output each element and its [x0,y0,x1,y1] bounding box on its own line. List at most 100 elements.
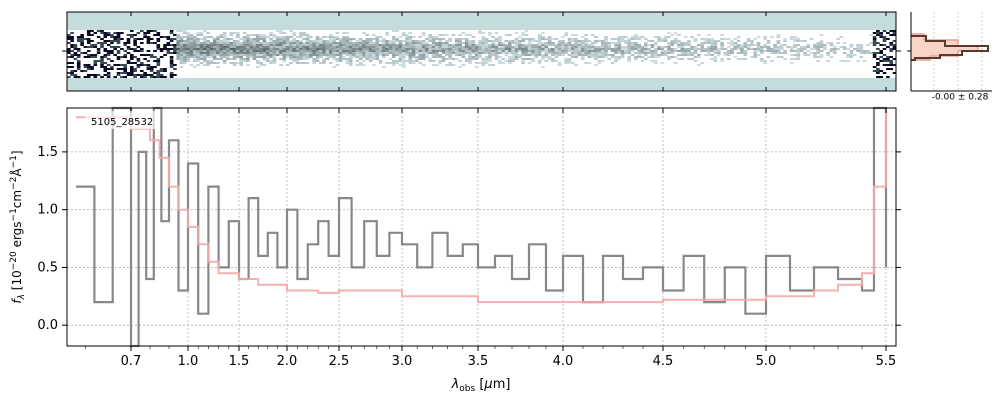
trace-pixel [816,56,821,58]
trace-pixel [494,38,499,40]
trace-pixel [372,46,376,48]
trace-pixel [348,50,353,52]
trace-pixel [803,52,807,54]
trace-pixel [657,36,661,38]
trace-pixel [571,44,575,46]
trace-pixel [862,52,867,54]
trace-pixel [551,44,555,46]
trace-pixel [222,34,227,36]
trace-pixel [123,64,128,66]
trace-pixel [405,36,409,38]
trace-pixel [826,42,831,44]
trace-pixel [750,44,754,46]
trace-pixel [431,52,436,54]
trace-pixel [309,48,313,50]
trace-pixel [524,30,529,32]
y-axis-ticks: 0.00.51.01.5 [37,145,901,333]
trace-pixel [670,42,675,44]
trace-pixel [378,48,383,50]
trace-pixel [222,36,227,38]
spectrum-2d-trace [67,30,897,78]
trace-pixel [889,68,894,70]
trace-pixel [408,58,413,60]
trace-pixel [169,76,174,78]
trace-pixel [541,46,545,48]
trace-pixel [677,40,681,42]
trace-pixel [395,44,399,46]
trace-pixel [687,42,691,44]
trace-pixel [587,48,592,50]
trace-pixel [862,60,867,62]
trace-pixel [869,52,874,54]
trace-pixel [869,34,874,36]
trace-pixel [229,32,234,34]
trace-pixel [90,44,94,46]
trace-pixel [285,64,290,66]
trace-pixel [547,50,552,52]
trace-pixel [256,56,260,58]
trace-pixel [587,46,592,48]
trace-pixel [408,44,413,46]
trace-pixel [319,46,323,48]
trace-pixel [93,76,98,78]
trace-pixel [468,62,472,64]
trace-pixel [763,38,768,40]
trace-pixel [398,36,403,38]
trace-pixel [70,32,74,34]
trace-pixel [130,36,134,38]
trace-pixel [504,44,509,46]
trace-pixel [730,50,734,52]
trace-pixel [411,56,416,58]
trace-pixel [249,38,254,40]
trace-pixel [302,46,307,48]
trace-pixel [133,50,137,52]
trace-pixel [352,46,356,48]
trace-pixel [624,36,628,38]
trace-pixel [106,52,111,54]
trace-pixel [159,70,164,72]
trace-pixel [561,36,565,38]
x-tick-label: 4.5 [653,354,674,369]
trace-pixel [93,74,98,76]
trace-pixel [431,44,436,46]
trace-pixel [882,54,887,56]
trace-pixel [594,54,598,56]
trace-pixel [464,60,469,62]
trace-pixel [382,40,386,42]
trace-pixel [312,60,317,62]
trace-pixel [720,42,724,44]
trace-pixel [392,38,396,40]
trace-pixel [779,56,784,58]
trace-pixel [196,34,200,36]
trace-pixel [670,34,675,36]
trace-pixel [882,44,887,46]
trace-pixel [382,50,386,52]
trace-pixel [80,40,84,42]
trace-pixel [799,40,804,42]
trace-pixel [876,52,880,54]
trace-pixel [644,54,648,56]
trace-pixel [345,48,350,50]
trace-pixel [524,48,529,50]
trace-pixel [537,62,542,64]
trace-pixel [819,54,824,56]
trace-pixel [179,60,184,62]
trace-pixel [411,50,416,52]
trace-pixel [657,46,661,48]
trace-pixel [76,76,81,78]
trace-pixel [385,46,389,48]
trace-pixel [561,48,565,50]
trace-pixel [282,54,287,56]
trace-pixel [388,52,393,54]
trace-pixel [279,50,283,52]
trace-pixel [315,46,320,48]
trace-pixel [113,48,118,50]
trace-pixel [567,60,572,62]
trace-pixel [425,44,429,46]
trace-pixel [375,46,380,48]
trace-pixel [186,34,191,36]
trace-pixel [842,60,847,62]
trace-pixel [401,46,406,48]
trace-pixel [382,38,386,40]
trace-pixel [206,54,210,56]
